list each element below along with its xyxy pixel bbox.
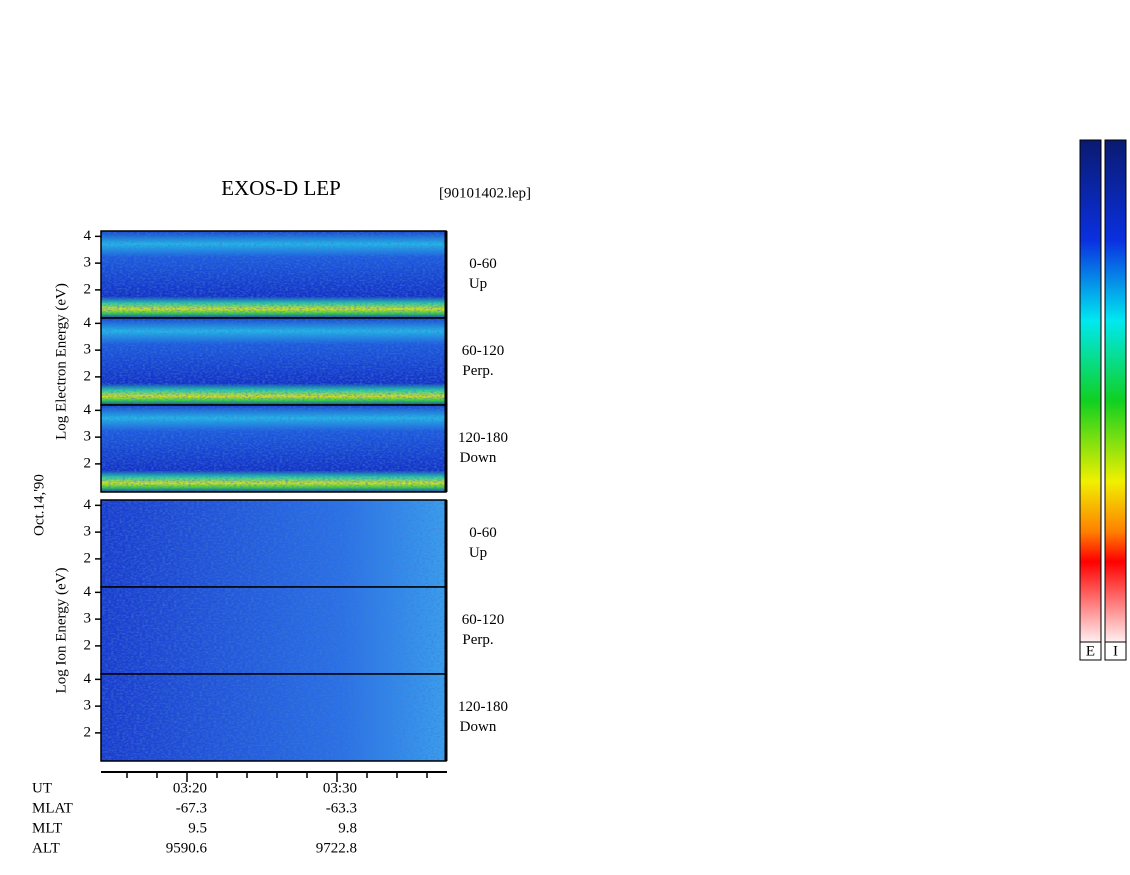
orbit-value: -67.3 [176, 800, 207, 816]
panel-label: 120-180 [458, 699, 508, 715]
y-tick-label: 3 [84, 255, 92, 271]
colorbar-label-box [1079, 641, 1102, 661]
colorbar [1079, 139, 1102, 643]
y-tick-label: 4 [84, 228, 92, 244]
spectrogram-texture [101, 674, 446, 761]
panel-sublabel: Up [469, 545, 487, 561]
spectrogram-texture [101, 318, 446, 405]
row-label: MLT [32, 820, 62, 836]
panel-label: 0-60 [469, 525, 497, 541]
orbit-value: 9590.6 [166, 840, 208, 856]
colorbar-label: I [1113, 643, 1118, 659]
orbit-value: 9.5 [188, 820, 207, 836]
row-label: UT [32, 780, 52, 796]
y-tick-label: 4 [84, 497, 92, 513]
orbit-value: 9722.8 [316, 840, 357, 856]
file-label: [90101402.lep] [439, 185, 531, 201]
panel-sublabel: Down [460, 450, 497, 466]
orbit-table: UT 03:20 03:30 MLAT -67.3 -63.3 MLT 9.5 9.8 ALT 95… [32, 780, 357, 856]
panel-label: 120-180 [458, 430, 508, 446]
x-tick-label: 03:20 [173, 780, 207, 796]
panels: 2 3 4 0-60 Up 2 3 4 60-120 Perp. 2 3 4 120-180 Down Log… [53, 228, 508, 782]
y-tick-label: 2 [84, 281, 92, 297]
row-label: MLAT [32, 800, 73, 816]
spectrogram-texture [101, 500, 446, 587]
y-axis-label: Log Electron Energy (eV) [53, 283, 69, 440]
spectrogram-texture [101, 587, 446, 674]
y-tick-label: 2 [84, 550, 92, 566]
orbit-value: -63.3 [326, 800, 357, 816]
colorbar-label-box [1104, 641, 1127, 661]
y-tick-label: 4 [84, 584, 92, 600]
y-tick-label: 3 [84, 698, 92, 714]
y-tick-label: 4 [84, 315, 92, 331]
y-tick-label: 4 [84, 402, 92, 418]
panel-sublabel: Perp. [462, 632, 493, 648]
orbit-value: 9.8 [338, 820, 357, 836]
x-tick-label: 03:30 [323, 780, 357, 796]
panel-label: 0-60 [469, 256, 497, 272]
row-label: ALT [32, 840, 60, 856]
panel-sublabel: Up [469, 276, 487, 292]
y-axis-label: Log Ion Energy (eV) [53, 568, 69, 694]
y-tick-label: 3 [84, 524, 92, 540]
panel-label: 60-120 [462, 612, 505, 628]
date-label: Oct.14,'90 [31, 474, 47, 536]
spectrogram-texture [101, 405, 446, 492]
panel-sublabel: Perp. [462, 363, 493, 379]
y-tick-label: 3 [84, 342, 92, 358]
panel-sublabel: Down [460, 719, 497, 735]
title: EXOS-D LEP [221, 176, 341, 200]
y-tick-label: 2 [84, 637, 92, 653]
y-tick-label: 2 [84, 368, 92, 384]
colorbar-label: E [1086, 643, 1095, 659]
y-tick-label: 4 [84, 671, 92, 687]
spectrogram-texture [101, 231, 446, 318]
colorbar [1104, 139, 1127, 643]
panel-label: 60-120 [462, 343, 505, 359]
y-tick-label: 2 [84, 455, 92, 471]
y-tick-label: 2 [84, 724, 92, 740]
y-tick-label: 3 [84, 429, 92, 445]
y-tick-label: 3 [84, 611, 92, 627]
